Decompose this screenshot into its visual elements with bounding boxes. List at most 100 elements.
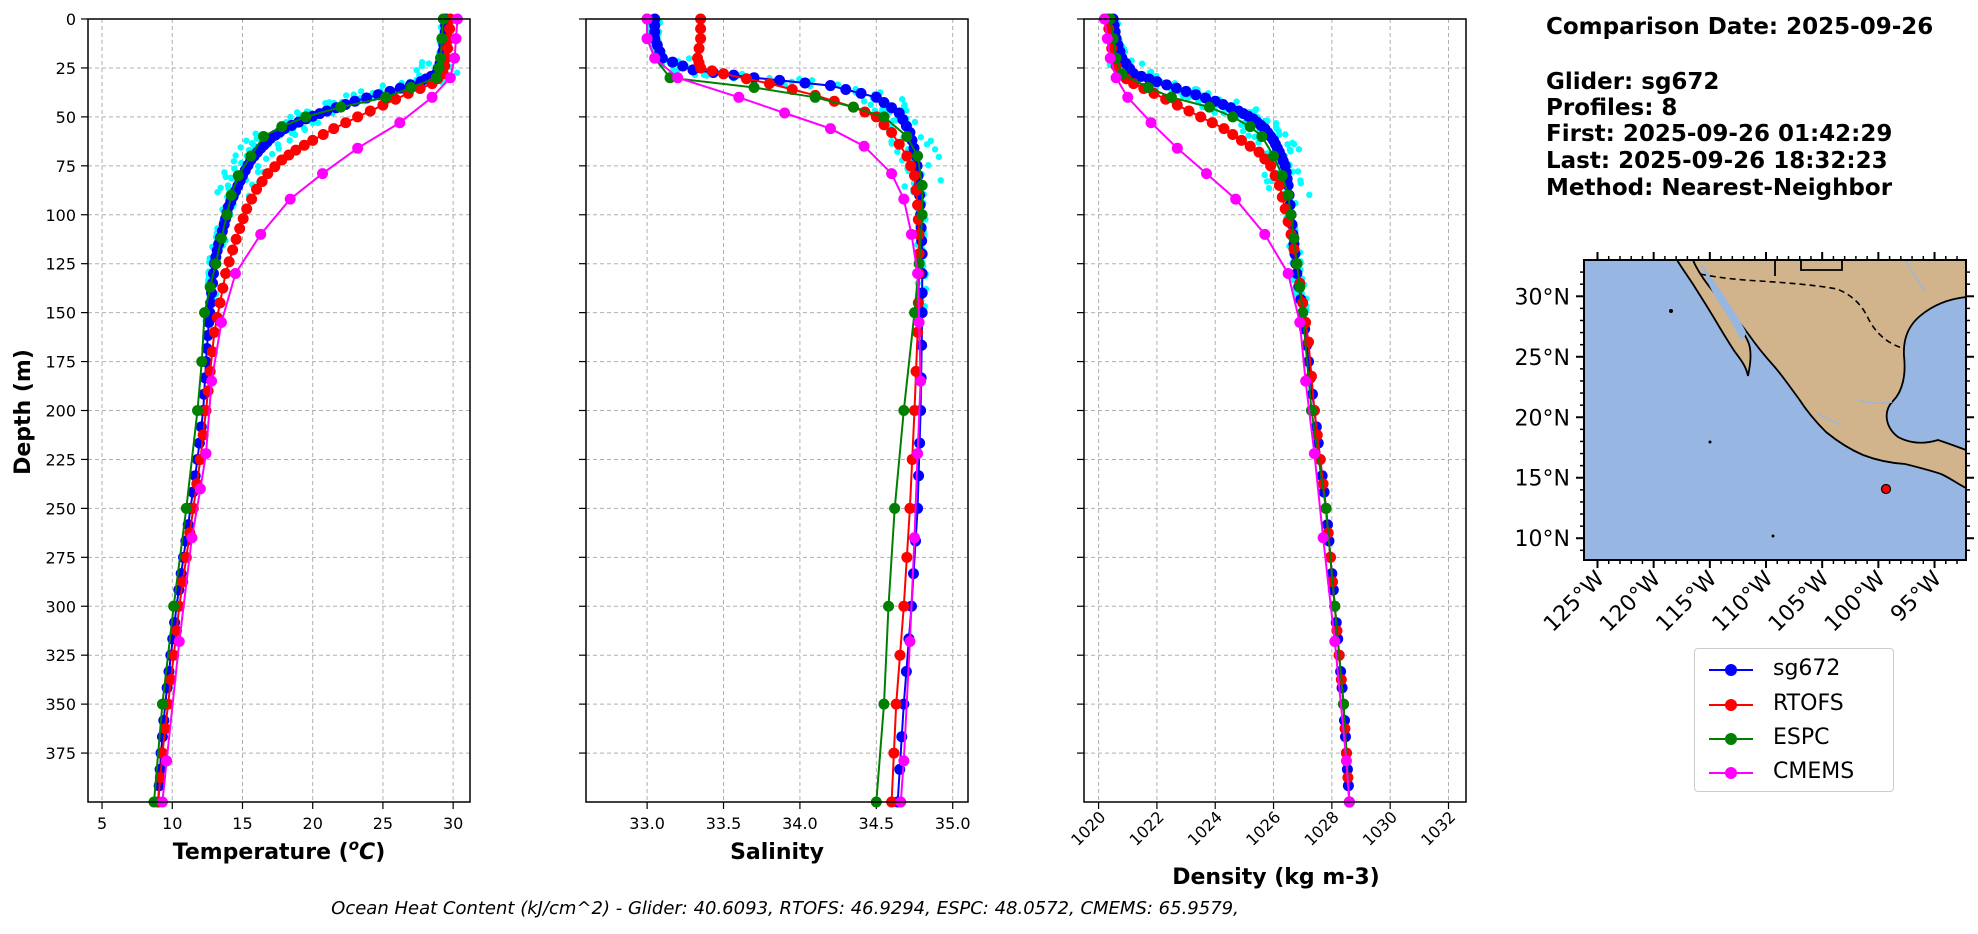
data-point [246, 193, 258, 205]
glider-raw-point [413, 66, 420, 74]
data-point [893, 138, 905, 150]
glider-raw-point [214, 188, 221, 196]
data-point [430, 72, 442, 84]
glider-raw-point [1272, 119, 1280, 127]
data-point [194, 483, 206, 495]
data-point [1282, 189, 1294, 201]
data-point [888, 747, 900, 759]
legend-item-espc: ESPC [1703, 723, 1893, 753]
plot-frame [585, 18, 969, 803]
data-point [1265, 160, 1277, 172]
map-frame [1583, 259, 1967, 561]
data-point [909, 405, 921, 416]
data-point [215, 232, 227, 244]
ocean-heat-content-caption: Ocean Heat Content (kJ/cm^2) - Glider: 4… [331, 898, 1239, 919]
data-point [901, 150, 913, 162]
data-point [307, 134, 319, 146]
glider-raw-point [254, 168, 262, 176]
map-lon-label: 100°W [1820, 566, 1891, 637]
data-point [1297, 307, 1309, 319]
glider-raw-point [903, 107, 910, 114]
data-point [1308, 448, 1320, 460]
data-point [900, 666, 912, 677]
salinity-panel: 33.0 33.5 34.0 34.5 35.0 [579, 13, 971, 833]
data-point [878, 119, 890, 131]
data-point [905, 160, 917, 172]
y-tick-label: 200 [45, 402, 76, 421]
y-tick-label: 150 [45, 304, 76, 323]
data-point [197, 429, 209, 441]
data-point [1218, 123, 1230, 135]
glider-raw-point [923, 141, 931, 148]
data-point [251, 183, 263, 195]
data-point [180, 502, 192, 514]
data-point [664, 72, 676, 84]
legend-label: RTOFS [1773, 691, 1844, 716]
data-point [1171, 142, 1183, 154]
data-point [672, 72, 684, 84]
map-lat-label: 20°N [1515, 406, 1570, 431]
data-point [1340, 755, 1352, 767]
data-point [693, 42, 705, 54]
data-point [748, 82, 760, 94]
data-point [223, 256, 235, 268]
data-point [1276, 170, 1288, 182]
y-tick-label: 100 [45, 206, 76, 225]
map-lat-label: 10°N [1515, 527, 1570, 552]
legend-label: ESPC [1773, 725, 1830, 750]
map-lat-label: 25°N [1515, 346, 1570, 371]
y-tick-label: 350 [45, 695, 76, 714]
data-point [1288, 232, 1300, 244]
series-cmems [1098, 13, 1355, 808]
glider-raw-point [286, 137, 293, 144]
last-time: Last: 2025-09-26 18:32:23 [1546, 148, 1888, 174]
data-point [1151, 76, 1163, 88]
data-point [203, 316, 215, 328]
data-point [894, 649, 906, 661]
glider-location-marker [1880, 483, 1892, 495]
glider-raw-point [322, 99, 329, 107]
glider-raw-point [1239, 127, 1247, 135]
x-tick-label: 34.0 [782, 814, 818, 833]
data-point [878, 698, 890, 710]
data-point [186, 532, 198, 544]
data-point [245, 150, 257, 162]
x-tick-label: 1024 [1184, 807, 1226, 849]
y-tick-label: 250 [45, 499, 76, 518]
x-tick-label: 34.5 [859, 814, 895, 833]
data-point [269, 161, 281, 173]
glider-raw-point [252, 130, 259, 137]
data-point [444, 72, 456, 84]
data-point [159, 723, 171, 735]
map-lat-label: 30°N [1515, 285, 1570, 310]
map-lon-label: 125°W [1539, 566, 1610, 637]
map-island [1669, 309, 1673, 313]
data-point [200, 448, 212, 460]
legend-swatch [1709, 664, 1753, 676]
data-point [901, 551, 913, 563]
data-point [1329, 635, 1341, 647]
data-point [317, 168, 329, 180]
data-point [168, 600, 180, 612]
data-point [1142, 82, 1154, 94]
legend-swatch [1709, 767, 1753, 779]
data-point [262, 168, 274, 180]
glider-raw-point [1233, 98, 1240, 105]
data-point [1294, 316, 1306, 328]
data-point [901, 130, 913, 142]
data-point [1200, 168, 1212, 180]
y-tick-label: 25 [56, 59, 76, 78]
legend-swatch [1709, 733, 1753, 745]
data-point [1305, 405, 1317, 416]
glider-raw-point [925, 161, 932, 169]
data-point [444, 23, 456, 35]
glider-raw-point [917, 134, 925, 141]
series-espc [1104, 13, 1355, 808]
depth-axis-label: Depth (m) [11, 349, 36, 475]
data-point [206, 375, 218, 387]
data-point [256, 175, 268, 187]
x-tick-label: 1032 [1417, 807, 1459, 849]
data-point [170, 625, 182, 637]
data-point [442, 42, 454, 54]
